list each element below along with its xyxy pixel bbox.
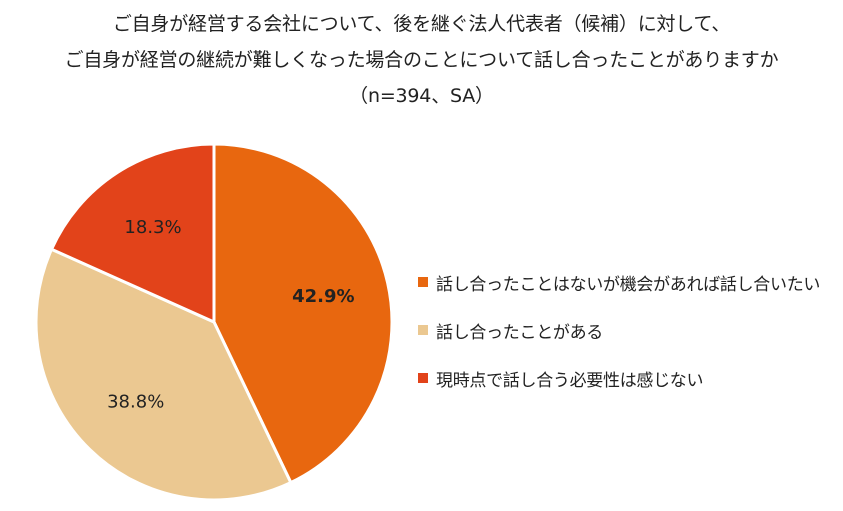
legend-swatch-3 (418, 373, 428, 383)
pie-slice-3 (50, 142, 216, 324)
chart-title-line-1: ご自身が経営する会社について、後を継ぐ法人代表者（候補）に対して、 (112, 13, 731, 35)
legend-label-1: 話し合ったことはないが機会があれば話し合いたい (436, 274, 821, 295)
legend-label-3: 現時点で話し合う必要性は感じない (436, 370, 704, 391)
pie-slice-labels: 42.9% 38.8% 18.3% (107, 217, 354, 412)
chart-title-line-2: ご自身が経営の継続が難しくなった場合のことについて話し合ったことがありますか (64, 49, 779, 71)
legend-swatch-1 (418, 277, 428, 287)
pie-slice-label-1: 42.9% (292, 286, 354, 307)
legend-item-2: 話し合ったことがある (418, 318, 838, 343)
chart-title: ご自身が経営する会社について、後を継ぐ法人代表者（候補）に対して、 ご自身が経営… (0, 6, 843, 114)
legend-label-2: 話し合ったことがある (436, 322, 603, 343)
pie-slice-label-2: 38.8% (107, 391, 164, 412)
pie-slice-1 (212, 142, 394, 485)
pie-slices (34, 142, 394, 502)
legend-swatch-2 (418, 325, 428, 335)
pie-slice-label-3: 18.3% (124, 217, 181, 238)
chart-title-line-3: （n=394、SA） (349, 85, 494, 107)
legend-item-3: 現時点で話し合う必要性は感じない (418, 366, 838, 391)
legend-item-1: 話し合ったことはないが機会があれば話し合いたい (418, 270, 838, 295)
legend: 話し合ったことはないが機会があれば話し合いたい 話し合ったことがある 現時点で話… (418, 270, 838, 414)
pie-slice-2 (34, 247, 293, 502)
